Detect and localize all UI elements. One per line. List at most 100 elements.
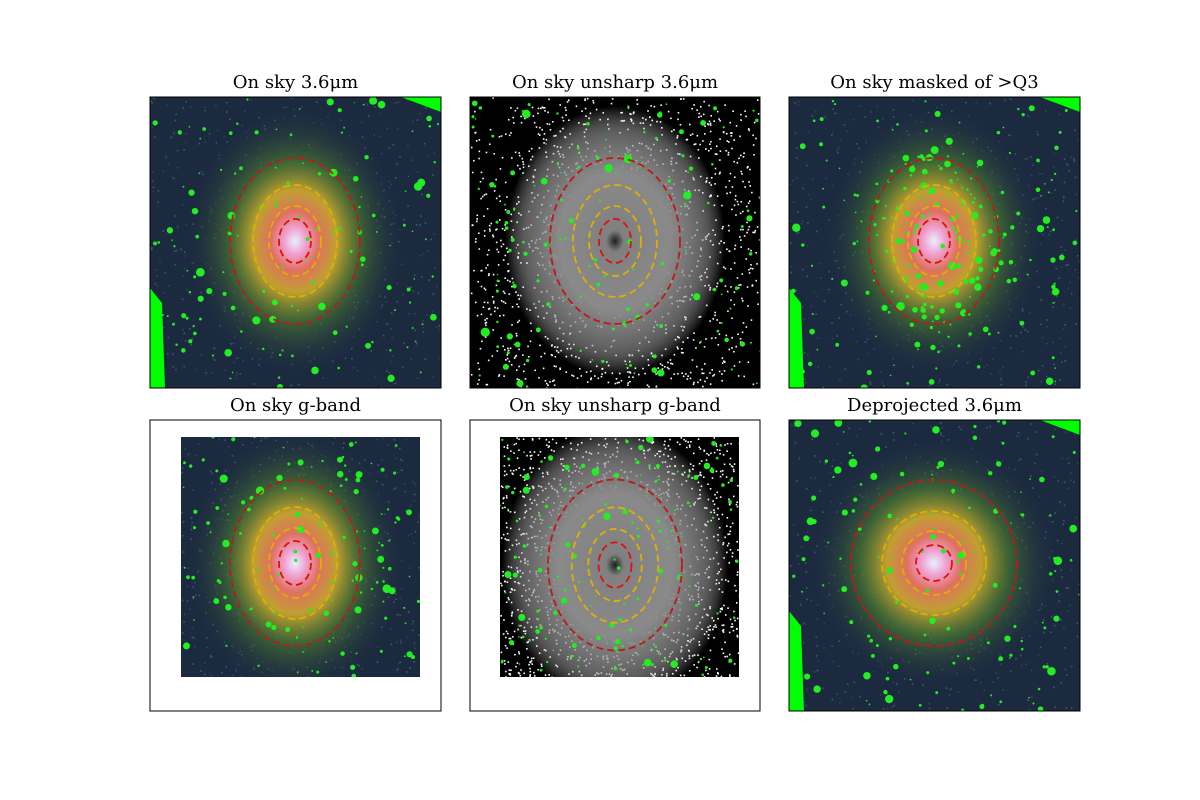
speckle bbox=[718, 173, 721, 175]
speckle bbox=[685, 440, 687, 442]
speckle bbox=[697, 438, 700, 440]
speckle bbox=[154, 283, 157, 285]
speckle bbox=[1078, 277, 1080, 280]
mask-blob bbox=[969, 295, 972, 298]
mask-blob bbox=[724, 337, 729, 343]
speckle bbox=[719, 171, 721, 174]
speckle bbox=[715, 443, 717, 445]
speckle bbox=[745, 205, 748, 208]
speckle bbox=[735, 214, 737, 216]
speckle bbox=[739, 284, 742, 286]
speckle bbox=[539, 344, 541, 347]
speckle bbox=[752, 144, 755, 146]
mask-blob bbox=[645, 303, 649, 307]
mask-blob bbox=[996, 130, 1001, 135]
speckle bbox=[519, 474, 522, 477]
mask-blob bbox=[746, 215, 753, 222]
speckle bbox=[834, 112, 837, 115]
mask-blob bbox=[360, 196, 363, 198]
mask-blob bbox=[192, 324, 195, 328]
speckle bbox=[151, 170, 154, 173]
mask-blob bbox=[352, 561, 358, 567]
speckle bbox=[500, 485, 503, 488]
speckle bbox=[727, 310, 729, 312]
mask-blob bbox=[175, 343, 178, 347]
speckle bbox=[478, 379, 480, 381]
speckle bbox=[740, 113, 742, 116]
mask-blob bbox=[968, 239, 971, 242]
speckle bbox=[709, 383, 712, 385]
mask-blob bbox=[504, 203, 506, 206]
mask-blob bbox=[711, 162, 714, 166]
speckle bbox=[403, 483, 406, 485]
mask-blob bbox=[506, 351, 510, 355]
speckle bbox=[704, 125, 706, 128]
speckle bbox=[1073, 160, 1076, 163]
mask-blob bbox=[289, 133, 293, 137]
speckle bbox=[756, 263, 758, 265]
mask-blob bbox=[471, 115, 475, 119]
speckle bbox=[512, 473, 514, 476]
speckle bbox=[164, 272, 167, 274]
speckle bbox=[699, 471, 702, 474]
mask-blob bbox=[810, 264, 814, 267]
mask-blob bbox=[973, 249, 977, 252]
speckle bbox=[153, 97, 155, 100]
speckle bbox=[234, 377, 237, 380]
speckle bbox=[1061, 361, 1063, 364]
speckle bbox=[813, 290, 816, 293]
mask-blob bbox=[270, 599, 273, 601]
mask-blob bbox=[183, 461, 186, 465]
speckle bbox=[1056, 216, 1059, 219]
mask-blob bbox=[1046, 226, 1049, 229]
speckle bbox=[1037, 369, 1040, 372]
speckle bbox=[386, 127, 388, 130]
mask-blob bbox=[909, 322, 914, 327]
mask-blob bbox=[654, 627, 657, 630]
speckle bbox=[689, 377, 692, 380]
mask-blob bbox=[377, 100, 386, 109]
speckle bbox=[733, 610, 735, 613]
mask-blob bbox=[377, 555, 385, 563]
speckle bbox=[912, 99, 914, 102]
mask-blob bbox=[387, 566, 392, 571]
speckle bbox=[486, 208, 489, 210]
mask-blob bbox=[580, 155, 583, 158]
speckle bbox=[502, 502, 505, 505]
speckle bbox=[197, 442, 200, 445]
speckle bbox=[547, 384, 549, 387]
mask-blob bbox=[522, 240, 525, 244]
speckle bbox=[529, 466, 531, 469]
speckle bbox=[705, 459, 708, 461]
mask-blob bbox=[920, 283, 928, 291]
speckle bbox=[518, 365, 520, 368]
speckle bbox=[374, 375, 377, 378]
speckle bbox=[351, 357, 353, 360]
mask-blob bbox=[300, 590, 303, 593]
speckle bbox=[502, 533, 505, 536]
speckle bbox=[510, 364, 513, 366]
speckle bbox=[655, 373, 657, 375]
speckle bbox=[726, 450, 728, 452]
mask-blob bbox=[408, 575, 411, 578]
speckle bbox=[721, 373, 723, 375]
speckle bbox=[510, 132, 512, 134]
speckle bbox=[210, 674, 212, 676]
speckle bbox=[817, 337, 819, 339]
mask-blob bbox=[382, 566, 385, 569]
speckle bbox=[695, 365, 698, 368]
mask-blob bbox=[625, 363, 628, 366]
speckle bbox=[398, 662, 401, 664]
mask-blob bbox=[954, 227, 957, 230]
speckle bbox=[727, 481, 730, 484]
speckle bbox=[542, 367, 545, 370]
speckle bbox=[1063, 196, 1065, 199]
speckle bbox=[797, 100, 800, 103]
mask-blob bbox=[513, 207, 516, 210]
mask-blob bbox=[946, 155, 950, 158]
speckle bbox=[792, 201, 795, 203]
mask-blob bbox=[533, 185, 536, 187]
speckle bbox=[203, 662, 206, 664]
mask-blob bbox=[389, 244, 391, 247]
mask-blob bbox=[930, 146, 939, 155]
